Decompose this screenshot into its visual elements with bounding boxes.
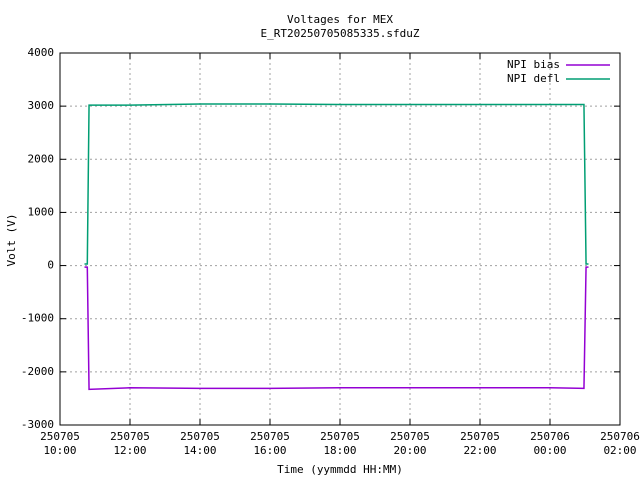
x-tick-label-line: 00:00	[533, 444, 566, 457]
y-tick-label: 1000	[28, 205, 55, 218]
chart-title: Voltages for MEX	[287, 13, 393, 26]
y-tick-label: 4000	[28, 46, 55, 59]
x-tick-label-line: 20:00	[393, 444, 426, 457]
x-tick-label-line: 250705	[250, 430, 290, 443]
plot-frame	[59, 52, 621, 426]
y-axis-label: Volt (V)	[5, 214, 18, 267]
chart-subtitle: E_RT20250705085335.sfduZ	[261, 27, 420, 40]
x-tick-label-line: 250705	[180, 430, 220, 443]
x-tick-label: 250705 16:00	[250, 430, 290, 457]
x-tick-label: 250705 22:00	[460, 430, 500, 457]
x-tick-label-line: 10:00	[43, 444, 76, 457]
x-tick-label-line: 16:00	[253, 444, 286, 457]
legend-label: NPI bias	[507, 58, 560, 71]
x-tick-label: 250706 00:00	[530, 430, 570, 457]
x-tick-label-line: 22:00	[463, 444, 496, 457]
x-tick-label: 250705 18:00	[320, 430, 360, 457]
x-tick-label-line: 12:00	[113, 444, 146, 457]
y-tick-label: -1000	[21, 312, 54, 325]
x-tick-label-line: 18:00	[323, 444, 356, 457]
x-tick-label: 250705 10:00	[40, 430, 80, 457]
x-tick-label: 250705 14:00	[180, 430, 220, 457]
y-tick-label: 2000	[28, 152, 55, 165]
x-tick-label-line: 14:00	[183, 444, 216, 457]
x-tick-label-line: 250705	[390, 430, 430, 443]
legend-label: NPI defl	[507, 72, 560, 85]
x-tick-label-line: 250705	[40, 430, 80, 443]
x-tick-label-line: 250706	[600, 430, 640, 443]
x-tick-label-line: 250705	[320, 430, 360, 443]
x-axis-label: Time (yymmdd HH:MM)	[277, 463, 403, 476]
x-tick-label-line: 250706	[530, 430, 570, 443]
y-tick-label: -2000	[21, 365, 54, 378]
series-line	[84, 266, 589, 391]
x-tick-label-line: 250705	[460, 430, 500, 443]
y-tick-label: -3000	[21, 418, 54, 431]
series-line	[84, 103, 589, 265]
x-tick-label: 250705 20:00	[390, 430, 430, 457]
x-tick-label: 250705 12:00	[110, 430, 150, 457]
x-tick-label: 250706 02:00	[600, 430, 640, 457]
x-tick-label-line: 250705	[110, 430, 150, 443]
x-tick-label-line: 02:00	[603, 444, 636, 457]
y-tick-label: 3000	[28, 99, 55, 112]
y-tick-label: 0	[47, 259, 54, 272]
